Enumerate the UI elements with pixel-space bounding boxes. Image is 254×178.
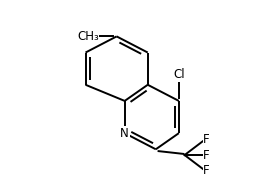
Text: F: F (203, 149, 210, 162)
Text: F: F (203, 133, 210, 146)
Text: Cl: Cl (173, 68, 185, 81)
Text: CH₃: CH₃ (77, 30, 99, 43)
Text: F: F (203, 164, 210, 177)
Text: N: N (120, 127, 129, 140)
